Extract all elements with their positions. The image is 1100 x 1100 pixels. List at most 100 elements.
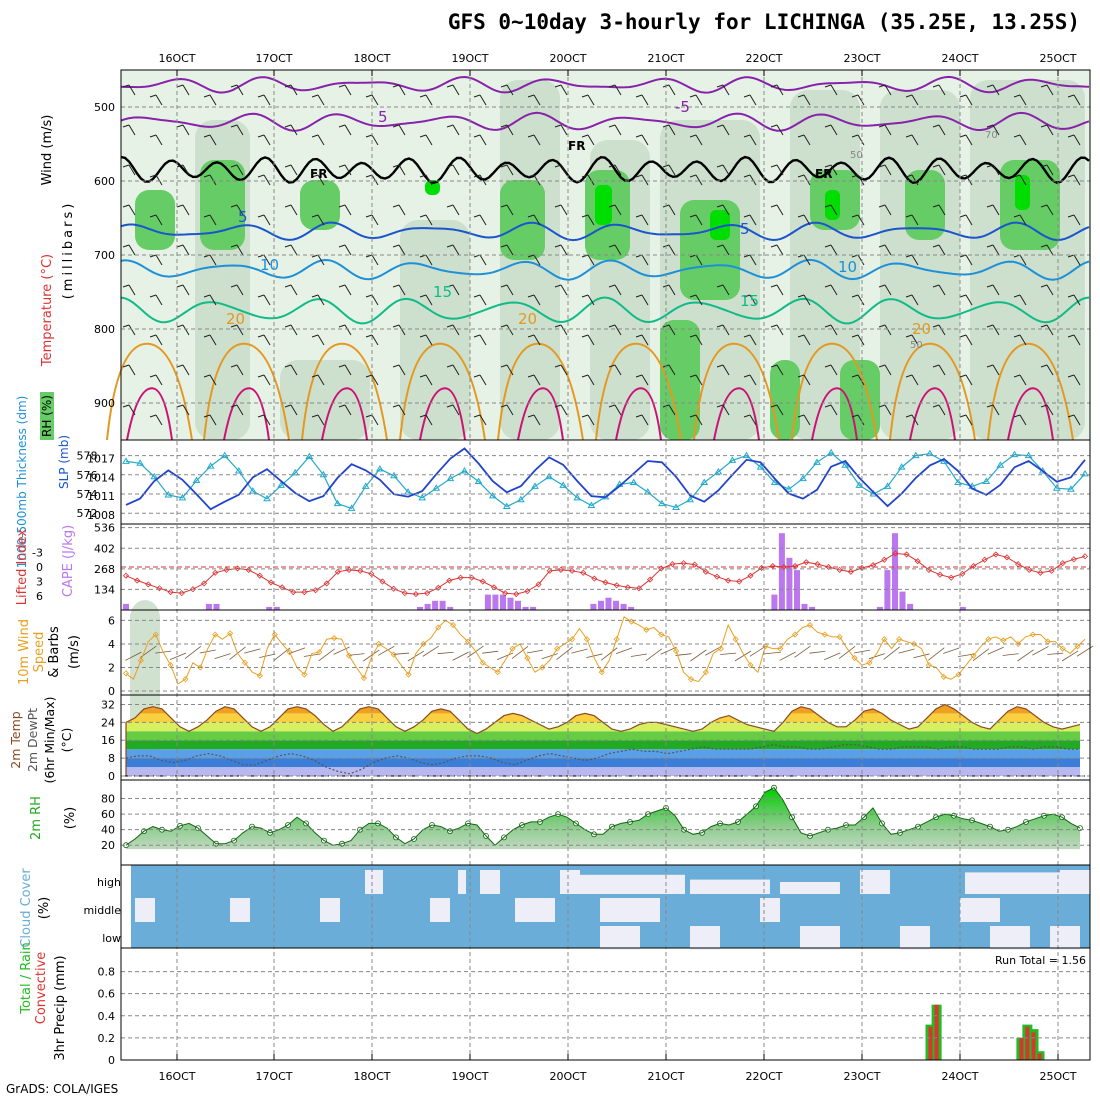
wind-barb bbox=[932, 364, 946, 376]
thickness-point bbox=[545, 472, 553, 480]
cloud-row-label: low bbox=[102, 932, 121, 945]
wind-barb bbox=[716, 284, 730, 296]
wind-barb bbox=[851, 94, 865, 106]
li-point bbox=[1015, 561, 1022, 568]
wind-barb bbox=[365, 374, 379, 386]
wind-barb-10m bbox=[244, 648, 261, 654]
cape-bar bbox=[432, 600, 439, 610]
li-point bbox=[992, 551, 999, 558]
precip-tick-label: 0.4 bbox=[98, 1010, 116, 1023]
wind-barb bbox=[149, 214, 163, 226]
thickness-point bbox=[756, 463, 765, 470]
cloud-cell bbox=[230, 898, 250, 922]
wind-point bbox=[806, 622, 814, 629]
rh-mid-blob-2 bbox=[280, 360, 370, 440]
wind-barb bbox=[959, 214, 973, 226]
wind-barb-10m bbox=[496, 652, 514, 661]
wind-barb bbox=[581, 374, 595, 386]
cloud-cell bbox=[990, 926, 1030, 950]
thickness-point bbox=[136, 459, 144, 466]
li-point bbox=[635, 585, 643, 592]
thickness-point bbox=[234, 466, 243, 474]
wind-barb bbox=[122, 324, 136, 336]
wind-barb-10m bbox=[288, 647, 306, 654]
chart-title: GFS 0~10day 3-hourly for LICHINGA (35.25… bbox=[447, 10, 1080, 34]
wind-barb bbox=[824, 204, 838, 216]
temp-band-1 bbox=[126, 758, 1080, 768]
wind-barb bbox=[230, 84, 244, 96]
wind-barb bbox=[176, 324, 190, 336]
wind-barb bbox=[230, 204, 244, 216]
wind-barb-10m bbox=[883, 646, 900, 660]
cape-bar bbox=[530, 606, 537, 610]
rh-peak-blob-0 bbox=[425, 180, 440, 195]
thickness-point bbox=[982, 477, 991, 485]
rh2m-tick-label: 80 bbox=[101, 793, 115, 806]
cloud-cell bbox=[965, 872, 1075, 894]
wind-barb bbox=[1067, 94, 1081, 106]
wind-barb bbox=[473, 294, 487, 306]
wind-barb bbox=[365, 334, 379, 346]
wind-barb bbox=[149, 414, 163, 426]
wind-barb bbox=[392, 284, 406, 296]
wind-barb bbox=[311, 334, 325, 346]
wind-barb bbox=[1013, 94, 1027, 106]
wind-barb bbox=[635, 134, 649, 146]
temp-contour-20-7 bbox=[791, 342, 878, 441]
wind-axis-label-3: & Barbs bbox=[47, 626, 62, 678]
wind-barb bbox=[446, 284, 460, 296]
wind-barb-10m bbox=[482, 650, 499, 654]
wind-barb-10m bbox=[452, 651, 469, 661]
wind-barb bbox=[959, 334, 973, 346]
wind-barb bbox=[932, 124, 946, 136]
cape-bar bbox=[801, 603, 808, 610]
wind-axis-label-2: Speed bbox=[32, 632, 47, 673]
wind-barb bbox=[932, 204, 946, 216]
cloud-unit-label: (%) bbox=[37, 897, 52, 920]
wind-barb bbox=[473, 134, 487, 146]
wind-barb bbox=[311, 214, 325, 226]
wind-axis-label-4: (m/s) bbox=[67, 635, 82, 669]
wind-barb bbox=[338, 364, 352, 376]
thickness-tick-label: 578 bbox=[77, 450, 98, 463]
cape-bar bbox=[605, 597, 612, 610]
bottom-day-label: 17OCT bbox=[255, 1070, 292, 1083]
wind-barb bbox=[878, 244, 892, 256]
wind-barb-10m bbox=[734, 650, 752, 662]
wind-barb-10m bbox=[660, 646, 677, 655]
cloud-cell bbox=[800, 926, 840, 950]
wind-barb bbox=[419, 94, 433, 106]
wind-barb bbox=[257, 94, 271, 106]
temp2m-tick-label: 16 bbox=[101, 734, 115, 747]
bottom-day-label: 19OCT bbox=[451, 1070, 488, 1083]
wind-point bbox=[450, 622, 457, 629]
thickness-point bbox=[897, 463, 906, 470]
wind-barb-10m bbox=[377, 646, 395, 656]
wind-barb bbox=[365, 214, 379, 226]
cape-bar bbox=[500, 594, 506, 610]
temp-contour-minus10 bbox=[120, 75, 1090, 94]
wind-barb-10m bbox=[1002, 653, 1019, 656]
wind-barb-10m bbox=[720, 652, 737, 655]
temp-band-2 bbox=[126, 749, 1080, 759]
temp-contour-25-1 bbox=[223, 387, 270, 441]
wind-point bbox=[910, 640, 918, 648]
wind-barb bbox=[365, 254, 379, 266]
temp2m-axis-label-1: 2m DewPt bbox=[25, 708, 40, 772]
wind-barb-10m bbox=[169, 652, 187, 660]
wind-barb bbox=[365, 414, 379, 426]
thickness-point bbox=[291, 468, 300, 476]
li-point bbox=[936, 571, 944, 578]
footer-credit: GrADS: COLA/IGES bbox=[6, 1082, 119, 1096]
wind-barb bbox=[770, 124, 784, 136]
cape-tick-label: 268 bbox=[94, 563, 115, 576]
wind-barb bbox=[824, 404, 838, 416]
temp2m-ylabel: 2m Temp 2m DewPt (6hr Min/Max) (°C) bbox=[8, 697, 74, 784]
wind-barb bbox=[311, 174, 325, 186]
wind-barb bbox=[284, 404, 298, 416]
pressure-tick-label: 500 bbox=[94, 101, 115, 114]
wind-barb bbox=[149, 134, 163, 146]
thickness-point bbox=[531, 482, 539, 489]
top-day-label: 25OCT bbox=[1039, 52, 1076, 65]
wind-barb bbox=[203, 134, 217, 146]
